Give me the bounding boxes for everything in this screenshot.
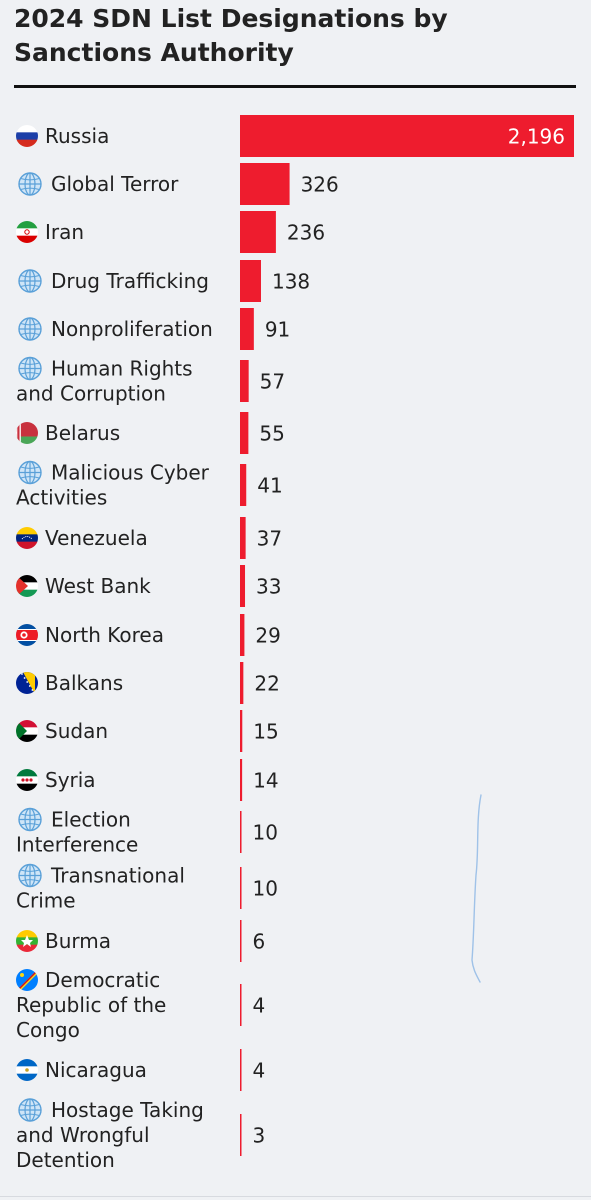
flag-palestine-icon [16, 575, 38, 597]
category-label: Election Interference [16, 808, 138, 857]
globe-icon [18, 460, 42, 485]
value-label: 138 [272, 270, 310, 294]
category-label: Balkans [45, 671, 123, 695]
value-label: 3 [253, 1124, 266, 1148]
flag-nicaragua-icon [16, 1059, 38, 1081]
category-label: Russia [45, 124, 109, 148]
category-label: Drug Trafficking [51, 269, 209, 293]
category-label: Belarus [45, 421, 120, 445]
category-label: Burma [45, 929, 111, 953]
bar [240, 115, 574, 157]
flag-bosnia-icon [16, 672, 38, 694]
value-label: 10 [253, 877, 278, 901]
value-label: 6 [253, 930, 266, 954]
flag-iran-icon [16, 221, 38, 243]
bar [240, 867, 242, 909]
category-label: Venezuela [45, 526, 148, 550]
value-label: 15 [253, 720, 278, 744]
value-label: 236 [287, 221, 325, 245]
value-label: 326 [301, 173, 339, 197]
globe-icon [18, 317, 42, 341]
value-label: 4 [253, 1059, 266, 1083]
category-label: Malicious Cyber Activities [16, 461, 210, 510]
bar [240, 920, 242, 962]
bar [240, 211, 276, 253]
globe-icon [18, 863, 42, 888]
category-label: Syria [45, 768, 96, 792]
bar [240, 984, 242, 1026]
bar [240, 759, 243, 801]
bar [240, 517, 246, 559]
bar [240, 464, 247, 506]
flag-russia-icon [16, 125, 38, 147]
bar [240, 565, 246, 607]
value-label: 55 [259, 422, 284, 446]
bottom-divider [0, 1196, 591, 1197]
category-label: Nonproliferation [51, 317, 213, 341]
bar [240, 1114, 242, 1156]
flag-belarus-icon [16, 422, 38, 444]
value-label: 10 [253, 821, 278, 845]
flag-burma-icon [16, 930, 38, 952]
bar [240, 308, 254, 350]
value-label: 29 [255, 624, 280, 648]
flag-syria-icon [16, 769, 38, 791]
chart-title: 2024 SDN List Designations by Sanctions … [14, 4, 448, 67]
category-label: Global Terror [51, 172, 179, 196]
globe-icon [18, 269, 42, 293]
bar [240, 260, 261, 302]
category-label: North Korea [45, 623, 164, 647]
globe-icon [18, 1098, 42, 1122]
value-label: 14 [253, 769, 278, 793]
bar [240, 163, 290, 205]
flag-venezuela-icon [16, 527, 38, 549]
category-label: Human Rights and Corruption [16, 357, 193, 406]
category-label: Transnational Crime [16, 864, 185, 913]
value-label: 33 [256, 575, 281, 599]
bar [240, 614, 245, 656]
bar [240, 710, 243, 752]
value-label: 22 [254, 672, 279, 696]
title-divider [14, 85, 576, 88]
globe-icon [18, 807, 42, 832]
bar [240, 412, 249, 454]
category-label: Sudan [45, 719, 108, 743]
value-label: 2,196 [508, 125, 565, 149]
category-label: Nicaragua [45, 1058, 147, 1082]
value-label: 91 [265, 318, 290, 342]
bar [240, 811, 242, 853]
bar [240, 360, 249, 402]
value-label: 4 [253, 994, 266, 1018]
value-label: 57 [260, 370, 285, 394]
bar [240, 1049, 242, 1091]
category-label: Iran [45, 220, 84, 244]
flag-sudan-icon [16, 720, 38, 742]
flag-drc-icon [16, 969, 38, 991]
flag-north-korea-icon [16, 624, 38, 646]
stray-pen-stroke [471, 794, 482, 983]
category-label: West Bank [45, 574, 151, 598]
bar [240, 662, 244, 704]
value-label: 37 [257, 527, 282, 551]
globe-icon [18, 356, 42, 381]
category-label: Hostage Taking and Wrongful Detention [16, 1098, 204, 1172]
globe-icon [18, 172, 42, 196]
category-label: Democratic Republic of the Congo [16, 968, 166, 1042]
value-label: 41 [257, 474, 282, 498]
